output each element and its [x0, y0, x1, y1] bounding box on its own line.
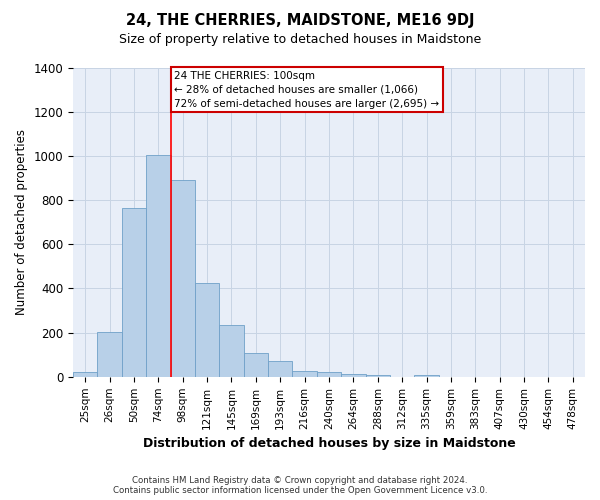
Bar	[73, 372, 97, 377]
Text: 24, THE CHERRIES, MAIDSTONE, ME16 9DJ: 24, THE CHERRIES, MAIDSTONE, ME16 9DJ	[126, 12, 474, 28]
Y-axis label: Number of detached properties: Number of detached properties	[15, 129, 28, 315]
Bar	[244, 352, 268, 377]
Bar	[97, 332, 122, 377]
Bar	[415, 374, 439, 377]
Bar	[122, 208, 146, 377]
Bar	[170, 180, 195, 377]
Bar	[195, 283, 220, 377]
Bar	[365, 374, 390, 377]
Text: Contains HM Land Registry data © Crown copyright and database right 2024.
Contai: Contains HM Land Registry data © Crown c…	[113, 476, 487, 495]
Bar	[220, 325, 244, 377]
Text: 24 THE CHERRIES: 100sqm
← 28% of detached houses are smaller (1,066)
72% of semi: 24 THE CHERRIES: 100sqm ← 28% of detache…	[174, 71, 439, 109]
Bar	[317, 372, 341, 377]
Bar	[292, 372, 317, 377]
Bar	[146, 155, 170, 377]
Text: Size of property relative to detached houses in Maidstone: Size of property relative to detached ho…	[119, 32, 481, 46]
Bar	[341, 374, 365, 377]
Bar	[268, 362, 292, 377]
X-axis label: Distribution of detached houses by size in Maidstone: Distribution of detached houses by size …	[143, 437, 515, 450]
